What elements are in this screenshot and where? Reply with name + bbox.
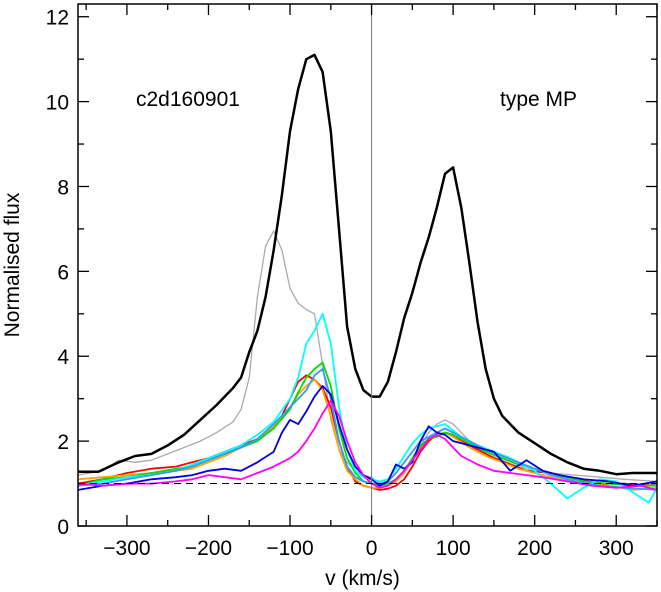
series-line-7 bbox=[78, 368, 657, 491]
series-line-9 bbox=[78, 399, 657, 491]
y-tick-label: 10 bbox=[46, 92, 69, 115]
series-layer bbox=[78, 53, 657, 504]
x-tick-label: 100 bbox=[436, 537, 471, 560]
annotation-object-id: c2d160901 bbox=[136, 88, 240, 111]
y-tick-label: 6 bbox=[57, 261, 69, 284]
series-line-8 bbox=[78, 385, 657, 491]
y-axis-label: Normalised flux bbox=[1, 192, 24, 337]
x-tick-label: −300 bbox=[103, 537, 150, 560]
y-tick-label: 0 bbox=[57, 516, 69, 539]
x-tick-label: 0 bbox=[366, 537, 378, 560]
x-tick-label: 200 bbox=[517, 537, 552, 560]
y-tick-label: 4 bbox=[57, 346, 69, 369]
y-tick-label: 8 bbox=[57, 176, 69, 199]
y-tick-label: 12 bbox=[46, 7, 69, 30]
plot-frame bbox=[77, 3, 658, 527]
x-axis-label: v (km/s) bbox=[325, 567, 400, 590]
y-tick-label: 2 bbox=[57, 431, 69, 454]
annotation-profile-type: type MP bbox=[500, 88, 577, 111]
x-tick-label: −200 bbox=[185, 537, 232, 560]
series-line-2 bbox=[78, 53, 657, 476]
reference-lines bbox=[78, 4, 657, 526]
axis-ticks: −300 −200 −100 0 100 200 300 0 2 4 6 8 10 12 bbox=[46, 4, 658, 560]
x-tick-label: 300 bbox=[599, 537, 634, 560]
x-tick-label: −100 bbox=[266, 537, 313, 560]
